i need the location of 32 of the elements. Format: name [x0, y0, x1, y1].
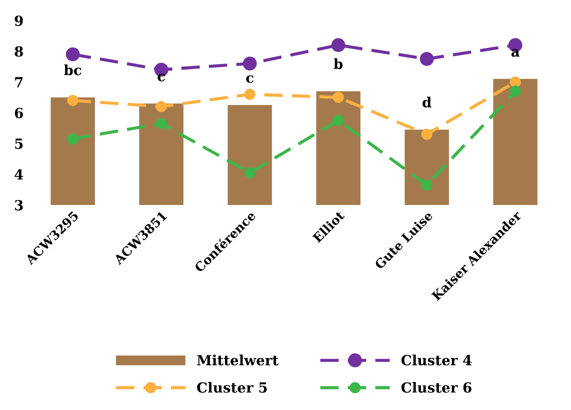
y-tick-label: 7	[15, 77, 23, 88]
point	[67, 94, 78, 106]
point	[332, 92, 344, 103]
point	[244, 88, 256, 100]
point	[244, 167, 256, 178]
point	[156, 101, 167, 112]
y-tick-label: 4	[14, 169, 24, 180]
annotation: c	[158, 74, 165, 82]
legend-label: Cluster 6	[401, 382, 472, 393]
point	[66, 47, 80, 62]
point	[331, 38, 346, 52]
point	[242, 56, 257, 70]
legend-label: Cluster 5	[197, 382, 267, 393]
point	[156, 118, 167, 130]
point	[332, 114, 344, 126]
point	[510, 76, 521, 88]
point	[421, 179, 432, 191]
annotation: b	[334, 58, 343, 70]
annotation: bc	[64, 64, 82, 76]
y-tick-label: 9	[14, 15, 23, 26]
y-tick-label: 8	[14, 46, 23, 57]
annotation: c	[246, 75, 254, 83]
y-tick-label: 6	[14, 108, 23, 118]
point	[67, 133, 78, 144]
point	[421, 128, 432, 140]
legend-label: Cluster 4	[401, 354, 472, 366]
y-tick-label: 3	[14, 200, 23, 210]
annotation: d	[422, 96, 432, 108]
point	[510, 86, 521, 97]
point	[420, 52, 434, 66]
legend-label: Mittelwert	[197, 354, 279, 366]
y-tick-label: 5	[15, 138, 23, 149]
